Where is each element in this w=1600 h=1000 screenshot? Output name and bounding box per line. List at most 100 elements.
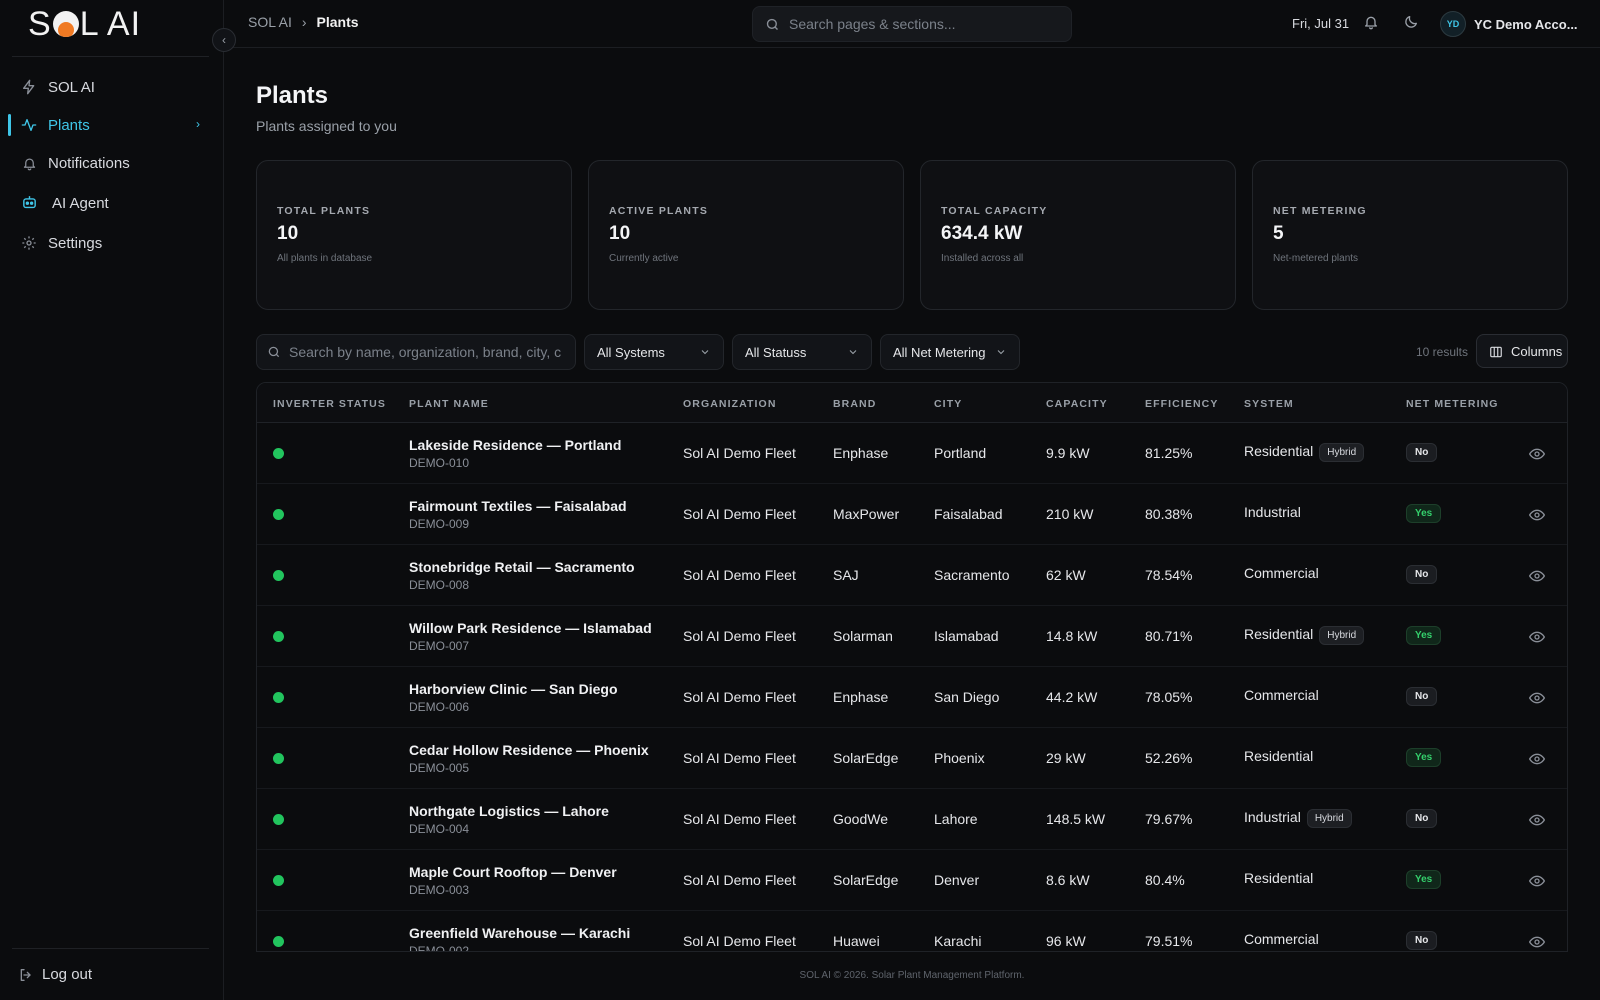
- column-header-city[interactable]: CITY: [934, 398, 963, 410]
- net-metering-badge: No: [1406, 565, 1438, 584]
- sidebar-item-sol-ai[interactable]: SOL AI: [0, 68, 224, 106]
- search-icon: [765, 17, 781, 33]
- plant-id: DEMO-006: [409, 700, 470, 714]
- table-row[interactable]: Fairmount Textiles — Faisalabad DEMO-009 S…: [257, 484, 1567, 545]
- plant-id: DEMO-009: [409, 517, 470, 531]
- inverter-status-indicator: [273, 509, 284, 520]
- results-count: 10 results: [1415, 345, 1468, 359]
- column-header-brand[interactable]: BRAND: [833, 398, 877, 410]
- column-header-organization[interactable]: ORGANIZATION: [683, 398, 777, 410]
- sidebar-item-ai-agent[interactable]: AI Agent: [0, 182, 224, 224]
- column-header-system[interactable]: SYSTEM: [1244, 398, 1294, 410]
- efficiency: 78.05%: [1145, 689, 1193, 705]
- efficiency: 52.26%: [1145, 750, 1193, 766]
- sidebar-item-label: Notifications: [48, 154, 130, 172]
- system-type: Industrial: [1244, 504, 1301, 520]
- organization: Sol AI Demo Fleet: [683, 506, 796, 522]
- sidebar-item-notifications[interactable]: Notifications: [0, 144, 224, 182]
- table-row[interactable]: Lakeside Residence — Portland DEMO-010 Sol…: [257, 423, 1567, 484]
- table-row[interactable]: Harborview Clinic — San Diego DEMO-006 Sol…: [257, 667, 1567, 728]
- systems-select[interactable]: All Systems: [584, 334, 724, 370]
- stat-desc: Net-metered plants: [1273, 253, 1359, 264]
- net-metering-badge: Yes: [1406, 870, 1442, 889]
- plant-id: DEMO-005: [409, 761, 470, 775]
- page-title: Plants: [256, 82, 329, 109]
- inverter-status-indicator: [273, 448, 284, 459]
- plant-search-placeholder: Search by name, organization, brand, cit…: [289, 344, 562, 360]
- moon-icon[interactable]: [1403, 14, 1421, 32]
- sidebar-collapse-button[interactable]: ‹: [212, 28, 236, 52]
- breadcrumb-root[interactable]: SOL AI: [248, 14, 292, 30]
- sidebar-item-label: SOL AI: [48, 78, 95, 96]
- table-row[interactable]: Maple Court Rooftop — Denver DEMO-003 Sol …: [257, 850, 1567, 911]
- stat-card-total-capacity: TOTAL CAPACITY 634.4 kW Installed across…: [920, 160, 1236, 310]
- column-header-capacity[interactable]: CAPACITY: [1046, 398, 1108, 410]
- net-metering-badge: Yes: [1406, 626, 1442, 645]
- stat-label: ACTIVE PLANTS: [609, 205, 709, 217]
- sidebar-item-plants[interactable]: Plants ›: [0, 106, 224, 144]
- sidebar-item-settings[interactable]: Settings: [0, 224, 224, 262]
- plant-name[interactable]: Stonebridge Retail — Sacramento: [409, 559, 635, 575]
- eye-icon[interactable]: [1528, 813, 1546, 827]
- logo-text-left: S: [28, 4, 52, 43]
- table-header: INVERTER STATUS PLANT NAME ORGANIZATION …: [257, 383, 1567, 423]
- efficiency: 80.4%: [1145, 872, 1185, 888]
- plant-name[interactable]: Fairmount Textiles — Faisalabad: [409, 498, 627, 514]
- sidebar-item-label: Plants: [48, 116, 90, 134]
- columns-button[interactable]: Columns: [1476, 334, 1568, 368]
- columns-icon: [1489, 345, 1503, 359]
- chevron-left-icon: ‹: [222, 33, 226, 47]
- bell-icon[interactable]: [1363, 14, 1381, 32]
- capacity: 210 kW: [1046, 506, 1094, 522]
- table-row[interactable]: Stonebridge Retail — Sacramento DEMO-008 S…: [257, 545, 1567, 606]
- eye-icon[interactable]: [1528, 569, 1546, 583]
- plant-search-input[interactable]: Search by name, organization, brand, cit…: [256, 334, 576, 370]
- capacity: 9.9 kW: [1046, 445, 1090, 461]
- footer: SOL AI © 2026. Solar Plant Management Pl…: [799, 970, 1025, 981]
- table-row[interactable]: Greenfield Warehouse — Karachi DEMO-002 So…: [257, 911, 1567, 952]
- table-row[interactable]: Northgate Logistics — Lahore DEMO-004 Sol …: [257, 789, 1567, 850]
- logo[interactable]: S L AI: [28, 4, 141, 43]
- eye-icon[interactable]: [1528, 630, 1546, 644]
- eye-icon[interactable]: [1528, 508, 1546, 522]
- logout-button[interactable]: Log out: [12, 948, 209, 1000]
- brand: SolarEdge: [833, 750, 899, 766]
- efficiency: 80.38%: [1145, 506, 1193, 522]
- bell-icon: [20, 154, 38, 172]
- plant-name[interactable]: Lakeside Residence — Portland: [409, 437, 622, 453]
- net-metering-select[interactable]: All Net Metering: [880, 334, 1020, 370]
- stat-label: TOTAL CAPACITY: [941, 205, 1048, 217]
- plant-name[interactable]: Greenfield Warehouse — Karachi: [409, 925, 631, 941]
- brand: Solarman: [833, 628, 893, 644]
- hybrid-badge: Hybrid: [1319, 443, 1365, 462]
- global-search-input[interactable]: Search pages & sections...: [752, 6, 1072, 42]
- column-header-inverter-status[interactable]: INVERTER STATUS: [273, 398, 386, 410]
- plant-name[interactable]: Harborview Clinic — San Diego: [409, 681, 618, 697]
- eye-icon[interactable]: [1528, 447, 1546, 461]
- plant-name[interactable]: Maple Court Rooftop — Denver: [409, 864, 617, 880]
- table-row[interactable]: Cedar Hollow Residence — Phoenix DEMO-005…: [257, 728, 1567, 789]
- eye-icon[interactable]: [1528, 752, 1546, 766]
- column-header-plant-name[interactable]: PLANT NAME: [409, 398, 489, 410]
- net-metering-badge: No: [1406, 931, 1438, 950]
- plant-id: DEMO-002: [409, 944, 470, 952]
- status-select[interactable]: All Statuss: [732, 334, 872, 370]
- eye-icon[interactable]: [1528, 874, 1546, 888]
- column-header-efficiency[interactable]: EFFICIENCY: [1145, 398, 1219, 410]
- plant-name[interactable]: Willow Park Residence — Islamabad: [409, 620, 652, 636]
- eye-icon[interactable]: [1528, 935, 1546, 949]
- plant-name[interactable]: Northgate Logistics — Lahore: [409, 803, 609, 819]
- chevron-down-icon: [847, 346, 859, 358]
- table-row[interactable]: Willow Park Residence — Islamabad DEMO-00…: [257, 606, 1567, 667]
- eye-icon[interactable]: [1528, 691, 1546, 705]
- efficiency: 80.71%: [1145, 628, 1193, 644]
- account-menu[interactable]: YD YC Demo Acco...: [1440, 11, 1578, 37]
- bolt-icon: [20, 78, 38, 96]
- plant-id: DEMO-007: [409, 639, 470, 653]
- capacity: 29 kW: [1046, 750, 1086, 766]
- plant-name[interactable]: Cedar Hollow Residence — Phoenix: [409, 742, 649, 758]
- column-header-net-metering[interactable]: NET METERING: [1406, 398, 1499, 410]
- net-metering-badge: No: [1406, 809, 1438, 828]
- system: Residential Hybrid: [1244, 626, 1365, 645]
- stat-desc: All plants in database: [277, 253, 373, 264]
